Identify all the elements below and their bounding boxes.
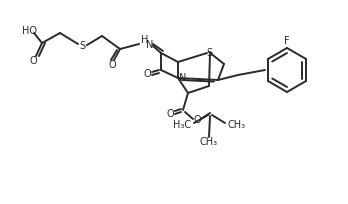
- Text: CH₃: CH₃: [200, 137, 218, 147]
- Text: S: S: [206, 48, 212, 58]
- Text: O: O: [108, 60, 116, 70]
- Text: CH₃: CH₃: [228, 120, 246, 130]
- Text: O: O: [29, 56, 37, 66]
- Text: S: S: [79, 41, 85, 51]
- Text: H: H: [141, 35, 149, 45]
- Text: O: O: [143, 69, 151, 79]
- Text: N: N: [179, 73, 187, 83]
- Text: F: F: [284, 36, 290, 46]
- Text: HO: HO: [22, 26, 37, 36]
- Text: O: O: [166, 109, 174, 119]
- Text: O: O: [193, 115, 201, 125]
- Text: H₃C: H₃C: [173, 120, 191, 130]
- Text: N: N: [146, 40, 154, 50]
